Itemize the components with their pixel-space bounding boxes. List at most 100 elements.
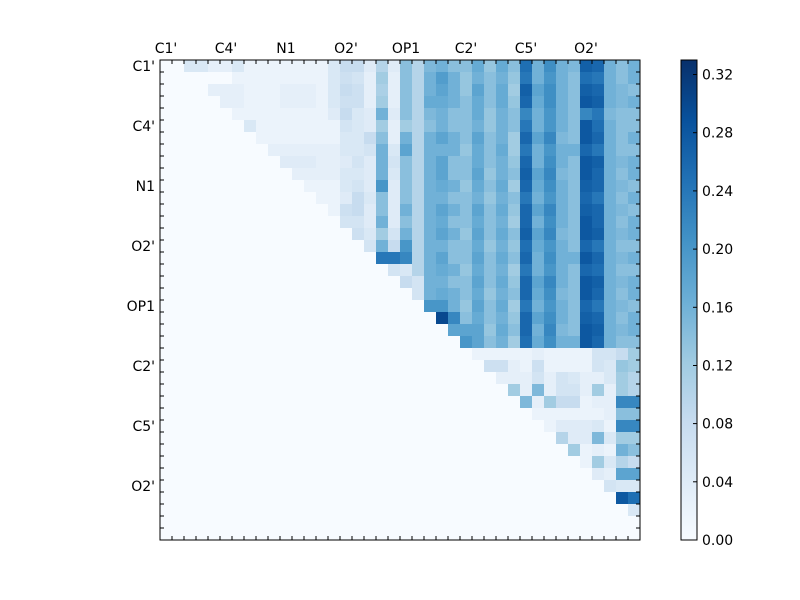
heatmap-cell xyxy=(220,504,233,517)
heatmap-cell xyxy=(244,252,257,265)
heatmap-cell xyxy=(292,300,305,313)
heatmap-cell xyxy=(280,252,293,265)
heatmap-cell xyxy=(160,276,173,289)
heatmap-cell xyxy=(304,156,317,169)
heatmap-cell xyxy=(256,228,269,241)
heatmap-cell xyxy=(328,468,341,481)
heatmap-cell xyxy=(328,492,341,505)
heatmap-cell xyxy=(556,492,569,505)
heatmap-cell xyxy=(220,384,233,397)
heatmap-cell xyxy=(400,444,413,457)
heatmap-cell xyxy=(196,240,209,253)
heatmap-cell xyxy=(352,516,365,529)
heatmap-cell xyxy=(448,300,461,313)
heatmap-cell xyxy=(364,372,377,385)
heatmap-cell xyxy=(424,96,437,109)
heatmap-cell xyxy=(592,528,605,541)
heatmap-cell xyxy=(604,432,617,445)
heatmap-cell xyxy=(556,144,569,157)
heatmap-cell xyxy=(628,156,641,169)
heatmap-cell xyxy=(436,372,449,385)
heatmap-cell xyxy=(352,468,365,481)
heatmap-cell xyxy=(544,324,557,337)
heatmap-cell xyxy=(256,300,269,313)
heatmap-cell xyxy=(232,384,245,397)
heatmap-cell xyxy=(376,132,389,145)
heatmap-cell xyxy=(472,336,485,349)
heatmap-cell xyxy=(448,204,461,217)
heatmap-cell xyxy=(388,348,401,361)
heatmap-cell xyxy=(520,192,533,205)
heatmap-cell xyxy=(268,156,281,169)
heatmap-cell xyxy=(364,144,377,157)
heatmap-cell xyxy=(628,204,641,217)
heatmap-cell xyxy=(172,504,185,517)
heatmap-cell xyxy=(328,84,341,97)
heatmap-cell xyxy=(364,336,377,349)
heatmap-cell xyxy=(184,444,197,457)
heatmap-cell xyxy=(592,192,605,205)
heatmap-cell xyxy=(460,60,473,73)
heatmap-cell xyxy=(340,432,353,445)
heatmap-cell xyxy=(340,492,353,505)
heatmap-cell xyxy=(340,216,353,229)
heatmap-cell xyxy=(304,240,317,253)
heatmap-cell xyxy=(388,312,401,325)
heatmap-cell xyxy=(268,372,281,385)
heatmap-cell xyxy=(556,324,569,337)
heatmap-cell xyxy=(352,480,365,493)
heatmap-cell xyxy=(220,300,233,313)
heatmap-cell xyxy=(292,276,305,289)
heatmap-cell xyxy=(628,480,641,493)
heatmap-cell xyxy=(568,324,581,337)
heatmap-cell xyxy=(376,372,389,385)
heatmap-cell xyxy=(352,60,365,73)
heatmap-cell xyxy=(208,96,221,109)
heatmap-cell xyxy=(508,228,521,241)
heatmap-cell xyxy=(328,384,341,397)
heatmap-cell xyxy=(268,168,281,181)
heatmap-cell xyxy=(496,408,509,421)
heatmap-cell xyxy=(628,72,641,85)
heatmap-cell xyxy=(556,504,569,517)
heatmap-cell xyxy=(556,228,569,241)
heatmap-cell xyxy=(220,156,233,169)
heatmap-cell xyxy=(316,84,329,97)
heatmap-cell xyxy=(388,492,401,505)
heatmap-cell xyxy=(316,240,329,253)
heatmap-cell xyxy=(292,444,305,457)
heatmap-cell xyxy=(184,468,197,481)
heatmap-cell xyxy=(556,168,569,181)
heatmap-cell xyxy=(496,144,509,157)
heatmap-cell xyxy=(328,456,341,469)
heatmap-cell xyxy=(340,324,353,337)
heatmap-cell xyxy=(280,456,293,469)
heatmap-cell xyxy=(376,216,389,229)
heatmap-cell xyxy=(316,336,329,349)
heatmap-cell xyxy=(160,216,173,229)
heatmap-cell xyxy=(616,168,629,181)
heatmap-cell xyxy=(328,252,341,265)
heatmap-cell xyxy=(400,360,413,373)
heatmap-cell xyxy=(352,156,365,169)
heatmap-cell xyxy=(484,96,497,109)
heatmap-cell xyxy=(316,132,329,145)
heatmap-cell xyxy=(580,396,593,409)
heatmap-cell xyxy=(460,480,473,493)
heatmap-cell xyxy=(616,120,629,133)
heatmap-cell xyxy=(220,276,233,289)
heatmap-cell xyxy=(220,240,233,253)
heatmap-cell xyxy=(508,480,521,493)
heatmap-cell xyxy=(484,72,497,85)
heatmap-cell xyxy=(328,396,341,409)
heatmap-cell xyxy=(496,204,509,217)
heatmap-cell xyxy=(232,480,245,493)
heatmap-cell xyxy=(268,288,281,301)
heatmap-cell xyxy=(496,348,509,361)
heatmap-cell xyxy=(592,348,605,361)
heatmap-cell xyxy=(400,228,413,241)
heatmap-cell xyxy=(364,156,377,169)
heatmap-cell xyxy=(376,504,389,517)
heatmap-cell xyxy=(592,324,605,337)
heatmap-cell xyxy=(508,120,521,133)
